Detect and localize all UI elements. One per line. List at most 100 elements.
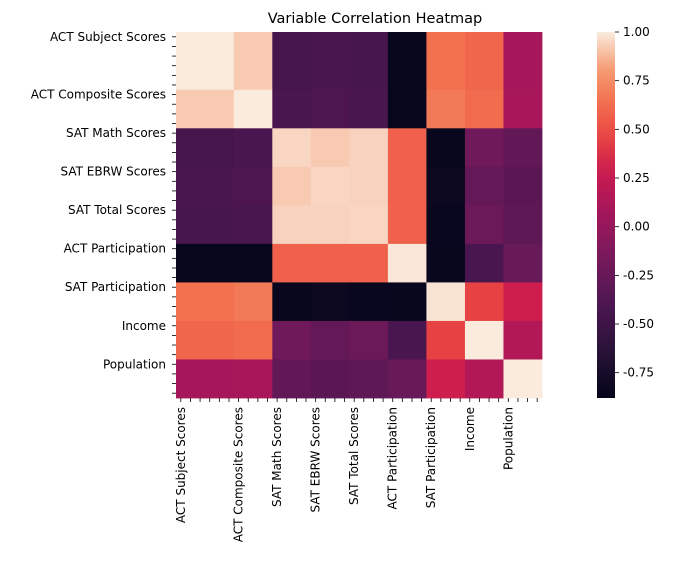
heatmap-cell-2-3: [310, 128, 350, 168]
chart-title: Variable Correlation Heatmap: [268, 11, 483, 27]
heatmap-cell-6-1: [233, 282, 273, 322]
heatmap-cell-4-2: [272, 205, 312, 245]
heatmap-cell-0-6: [426, 32, 466, 91]
x-tick-labels: ACT Subject Scores ACT Composite Scores SA…: [174, 407, 515, 542]
x-label-0: ACT Subject Scores: [174, 407, 188, 523]
heatmap-cell-0-5: [387, 32, 427, 91]
heatmap-cell-3-7: [464, 166, 504, 206]
heatmap-cell-7-4: [349, 320, 389, 360]
heatmap-cell-8-4: [349, 359, 389, 399]
heatmap-cell-3-0: [176, 166, 235, 206]
y-label-5: ACT Participation: [64, 242, 166, 256]
colorbar-tick-label: -0.50: [623, 317, 654, 331]
heatmap-cell-6-3: [310, 282, 350, 322]
heatmap-cell-5-1: [233, 243, 273, 283]
x-label-1: ACT Composite Scores: [232, 407, 246, 542]
colorbar-tick-label: -0.25: [623, 268, 654, 282]
heatmap-cell-2-7: [464, 128, 504, 168]
y-tick-labels: ACT Subject Scores ACT Composite Scores SA…: [31, 30, 166, 371]
heatmap-cell-5-0: [176, 243, 235, 283]
heatmap-cell-4-6: [426, 205, 466, 245]
colorbar-tick-label: 0.00: [623, 220, 650, 234]
heatmap-cell-2-8: [503, 128, 543, 168]
heatmap-cell-3-6: [426, 166, 466, 206]
heatmap-cell-1-0: [176, 89, 235, 129]
colorbar-tick-label: -0.75: [623, 366, 654, 380]
heatmap-cell-4-4: [349, 205, 389, 245]
heatmap-cell-0-7: [464, 32, 504, 91]
heatmap-cell-6-2: [272, 282, 312, 322]
heatmap-cell-0-8: [503, 32, 543, 91]
heatmap-cells: [176, 32, 543, 399]
heatmap-cell-6-7: [464, 282, 504, 322]
x-tick-marks: [180, 398, 538, 402]
heatmap-cell-2-2: [272, 128, 312, 168]
heatmap-cell-5-5: [387, 243, 427, 283]
colorbar-tick-label: 1.00: [623, 25, 650, 39]
y-label-2: SAT Math Scores: [66, 126, 166, 140]
heatmap-cell-2-0: [176, 128, 235, 168]
heatmap-cell-5-7: [464, 243, 504, 283]
y-label-1: ACT Composite Scores: [31, 88, 166, 102]
heatmap-cell-4-8: [503, 205, 543, 245]
heatmap-cell-1-6: [426, 89, 466, 129]
heatmap-cell-7-1: [233, 320, 273, 360]
heatmap-cell-7-8: [503, 320, 543, 360]
heatmap-cell-0-2: [272, 32, 312, 91]
y-label-8: Population: [103, 357, 166, 371]
heatmap-cell-7-5: [387, 320, 427, 360]
heatmap-cell-1-8: [503, 89, 543, 129]
heatmap-cell-5-8: [503, 243, 543, 283]
heatmap-cell-2-1: [233, 128, 273, 168]
heatmap-cell-8-3: [310, 359, 350, 399]
heatmap-cell-2-4: [349, 128, 389, 168]
y-label-4: SAT Total Scores: [68, 203, 166, 217]
heatmap-cell-3-1: [233, 166, 273, 206]
heatmap-cell-0-1: [233, 32, 273, 91]
heatmap-cell-4-3: [310, 205, 350, 245]
y-label-0: ACT Subject Scores: [50, 30, 166, 44]
heatmap-cell-7-7: [464, 320, 504, 360]
x-label-4: SAT Total Scores: [347, 407, 361, 505]
x-label-5: ACT Participation: [386, 407, 400, 509]
heatmap-cell-3-8: [503, 166, 543, 206]
x-label-3: SAT EBRW Scores: [309, 407, 323, 512]
heatmap-cell-1-1: [233, 89, 273, 129]
y-label-6: SAT Participation: [65, 280, 166, 294]
heatmap-cell-6-5: [387, 282, 427, 322]
heatmap-cell-2-6: [426, 128, 466, 168]
colorbar-tick-label: 0.25: [623, 171, 650, 185]
heatmap-cell-6-0: [176, 282, 235, 322]
heatmap-cell-3-3: [310, 166, 350, 206]
heatmap-cell-8-1: [233, 359, 273, 399]
heatmap-cell-8-8: [503, 359, 543, 399]
x-label-7: Income: [463, 407, 477, 451]
heatmap-cell-3-5: [387, 166, 427, 206]
heatmap-cell-1-2: [272, 89, 312, 129]
heatmap-cell-0-3: [310, 32, 350, 91]
heatmap-cell-4-5: [387, 205, 427, 245]
colorbar-gradient: [597, 32, 615, 398]
heatmap-cell-0-0: [176, 32, 235, 91]
heatmap-cell-5-4: [349, 243, 389, 283]
x-label-2: SAT Math Scores: [270, 407, 284, 507]
heatmap-cell-1-3: [310, 89, 350, 129]
x-label-8: Population: [501, 407, 515, 470]
heatmap-cell-8-7: [464, 359, 504, 399]
heatmap-cell-6-4: [349, 282, 389, 322]
y-tick-marks: [172, 36, 176, 394]
heatmap-cell-2-5: [387, 128, 427, 168]
colorbar-tick-label: 0.50: [623, 122, 650, 136]
heatmap-cell-8-0: [176, 359, 235, 399]
heatmap-cell-7-3: [310, 320, 350, 360]
heatmap-cell-6-6: [426, 282, 466, 322]
y-label-3: SAT EBRW Scores: [61, 165, 166, 179]
x-label-6: SAT Participation: [424, 407, 438, 508]
heatmap-cell-4-1: [233, 205, 273, 245]
colorbar-tick-label: 0.75: [623, 74, 650, 88]
colorbar: 1.00 0.75 0.50 0.25 0.00 -0.25 -0.50 -0.75: [597, 25, 654, 398]
y-label-7: Income: [122, 319, 166, 333]
heatmap-cell-8-2: [272, 359, 312, 399]
heatmap-cell-5-6: [426, 243, 466, 283]
